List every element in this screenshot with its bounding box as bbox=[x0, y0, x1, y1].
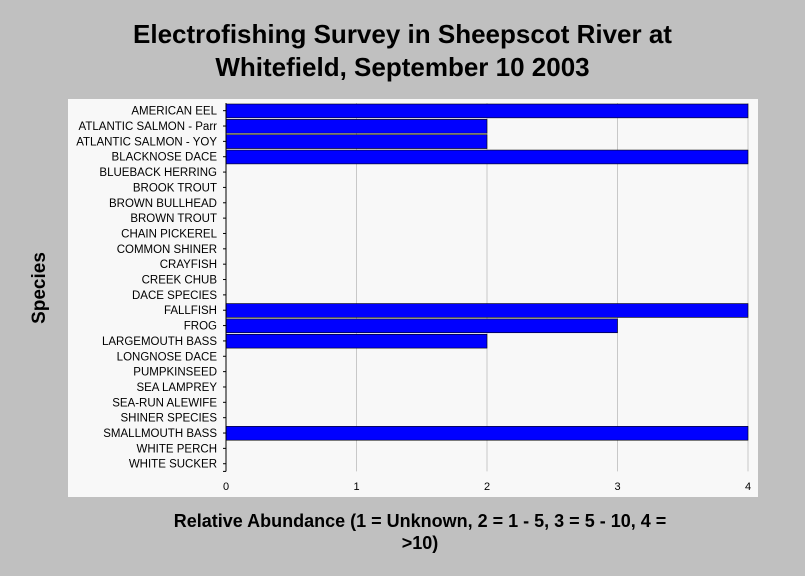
category-labels: AMERICAN EEL ATLANTIC SALMON - Parr ATLANT… bbox=[76, 106, 217, 471]
category-label: WHITE SUCKER bbox=[129, 459, 217, 471]
category-label: BROWN BULLHEAD bbox=[109, 198, 217, 210]
category-label: ATLANTIC SALMON - YOY bbox=[76, 136, 217, 148]
category-label: PUMPKINSEED bbox=[133, 367, 217, 379]
x-tick-labels: 0 1 2 3 4 bbox=[223, 481, 751, 493]
bar-smallmouth-bass bbox=[225, 426, 749, 441]
category-label: SEA-RUN ALEWIFE bbox=[112, 397, 217, 409]
category-label: CRAYFISH bbox=[160, 259, 217, 271]
category-label: LONGNOSE DACE bbox=[117, 351, 218, 363]
category-label: CHAIN PICKEREL bbox=[121, 228, 217, 240]
x-axis-label: Relative Abundance (1 = Unknown, 2 = 1 -… bbox=[140, 510, 700, 554]
chart-title-line-2: Whitefield, September 10 2003 bbox=[215, 52, 590, 82]
y-axis bbox=[223, 103, 227, 472]
gridlines bbox=[356, 103, 749, 472]
x-axis-label-line-1: Relative Abundance (1 = Unknown, 2 = 1 -… bbox=[173, 511, 667, 531]
x-tick-label-3: 3 bbox=[614, 481, 620, 493]
bar-blacknose-dace bbox=[225, 149, 749, 165]
bar-american-eel bbox=[225, 103, 749, 119]
category-label: FALLFISH bbox=[164, 305, 217, 317]
bar-atlantic-salmon-yoy bbox=[225, 134, 488, 149]
bar-atlantic-salmon-parr bbox=[225, 119, 488, 134]
category-label: COMMON SHINER bbox=[117, 244, 217, 256]
category-label: BLUEBACK HERRING bbox=[99, 167, 217, 179]
category-label: AMERICAN EEL bbox=[131, 106, 217, 118]
category-label: FROG bbox=[184, 321, 217, 333]
chart-title-line-1: Electrofishing Survey in Sheepscot River… bbox=[133, 19, 672, 49]
x-tick-label-4: 4 bbox=[745, 481, 751, 493]
category-label: BROOK TROUT bbox=[133, 182, 217, 194]
chart-title: Electrofishing Survey in Sheepscot River… bbox=[0, 18, 805, 84]
bar-frog bbox=[225, 318, 618, 334]
category-label: SMALLMOUTH BASS bbox=[103, 428, 217, 440]
bar-fallfish bbox=[225, 303, 749, 318]
x-tick-label-0: 0 bbox=[223, 481, 229, 493]
bars bbox=[225, 103, 749, 441]
x-tick-label-1: 1 bbox=[353, 481, 359, 493]
category-label: SEA LAMPREY bbox=[136, 382, 217, 394]
x-tick-label-2: 2 bbox=[484, 481, 490, 493]
category-label: SHINER SPECIES bbox=[121, 413, 218, 425]
category-label: WHITE PERCH bbox=[137, 443, 218, 455]
bar-largemouth-bass bbox=[225, 333, 488, 349]
category-label: BROWN TROUT bbox=[130, 213, 217, 225]
category-label: DACE SPECIES bbox=[132, 290, 217, 302]
category-label: ATLANTIC SALMON - Parr bbox=[79, 121, 218, 133]
category-label: BLACKNOSE DACE bbox=[112, 152, 218, 164]
x-axis-label-line-2: >10) bbox=[401, 533, 439, 553]
category-label: CREEK CHUB bbox=[142, 275, 218, 287]
category-label: LARGEMOUTH BASS bbox=[102, 336, 217, 348]
